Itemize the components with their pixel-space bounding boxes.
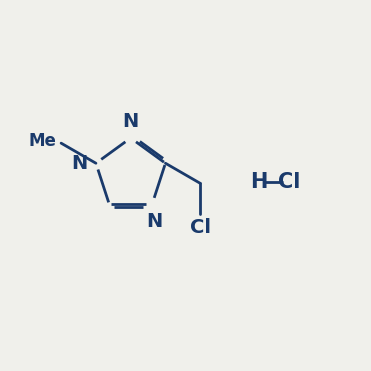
Text: H: H xyxy=(250,172,267,192)
Text: Me: Me xyxy=(29,132,57,150)
Text: N: N xyxy=(122,112,139,131)
Text: Cl: Cl xyxy=(279,172,301,192)
Text: Cl: Cl xyxy=(190,218,211,237)
Text: N: N xyxy=(146,212,162,231)
Text: N: N xyxy=(72,154,88,173)
